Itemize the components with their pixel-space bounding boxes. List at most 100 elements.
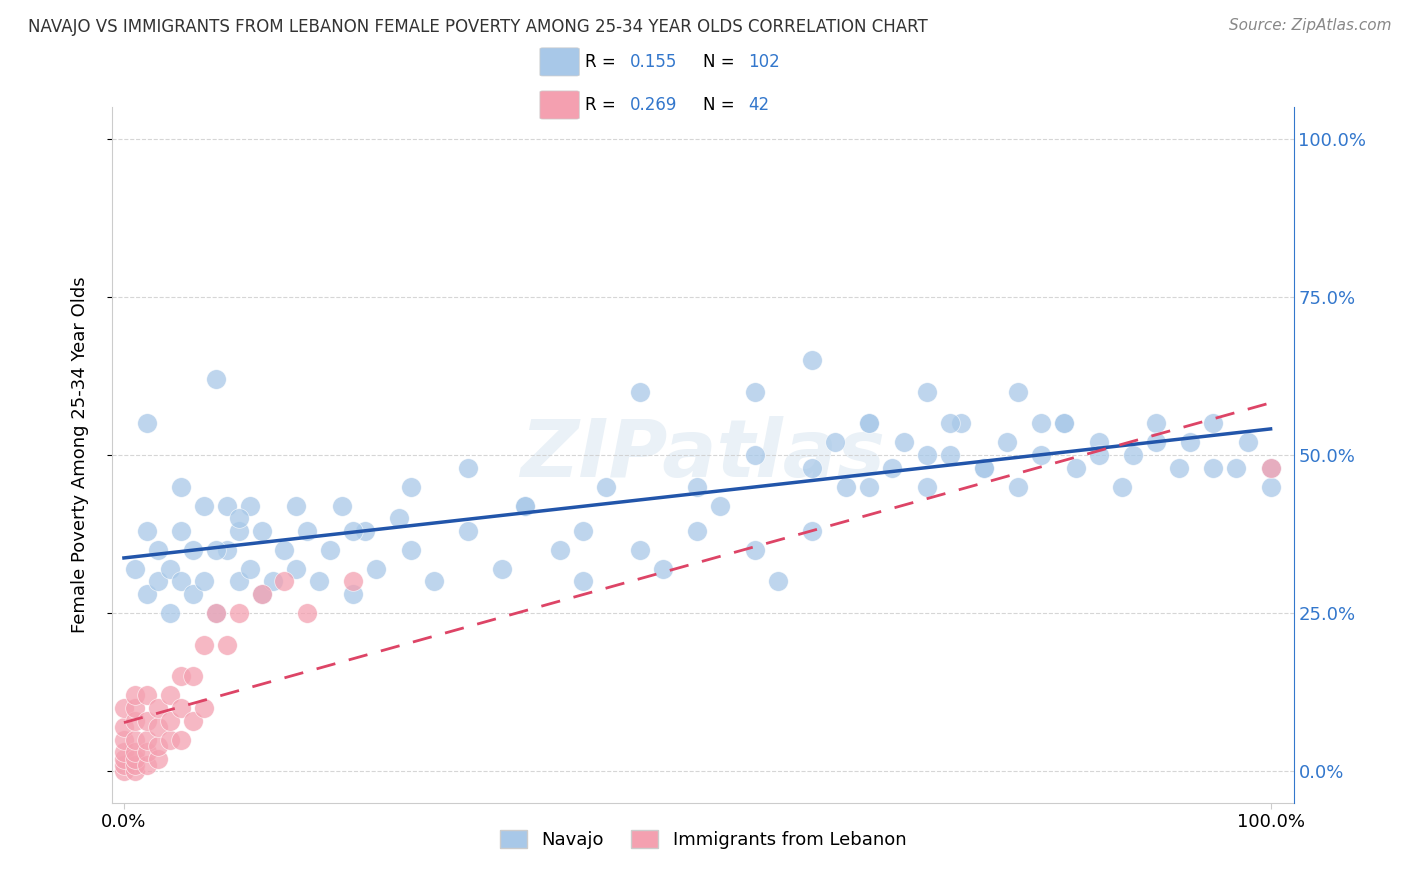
Text: NAVAJO VS IMMIGRANTS FROM LEBANON FEMALE POVERTY AMONG 25-34 YEAR OLDS CORRELATI: NAVAJO VS IMMIGRANTS FROM LEBANON FEMALE… bbox=[28, 18, 928, 36]
Point bbox=[297, 524, 319, 538]
Point bbox=[135, 732, 157, 747]
Point bbox=[709, 499, 731, 513]
Point bbox=[949, 417, 972, 431]
Point bbox=[1144, 417, 1167, 431]
Point bbox=[308, 574, 330, 589]
Text: ZIPatlas: ZIPatlas bbox=[520, 416, 886, 494]
Point bbox=[124, 714, 146, 728]
Point bbox=[135, 745, 157, 759]
Point bbox=[342, 587, 364, 601]
Point bbox=[250, 524, 273, 538]
Point bbox=[148, 751, 170, 765]
Point bbox=[651, 562, 673, 576]
Point bbox=[491, 562, 513, 576]
Point bbox=[112, 757, 135, 772]
Point bbox=[1007, 384, 1029, 399]
Point bbox=[1031, 448, 1053, 462]
Point bbox=[204, 542, 226, 557]
Point bbox=[112, 701, 135, 715]
Point bbox=[217, 542, 239, 557]
Point bbox=[1225, 460, 1247, 475]
Point bbox=[148, 701, 170, 715]
Text: N =: N = bbox=[703, 96, 740, 114]
Point bbox=[571, 574, 593, 589]
Point bbox=[686, 479, 709, 493]
Point bbox=[170, 732, 193, 747]
Point bbox=[1202, 417, 1225, 431]
Point bbox=[250, 587, 273, 601]
Point bbox=[228, 606, 250, 620]
Point bbox=[628, 542, 651, 557]
Point bbox=[159, 562, 181, 576]
Point bbox=[766, 574, 789, 589]
Point bbox=[239, 499, 262, 513]
Point bbox=[193, 701, 215, 715]
Point bbox=[228, 511, 250, 525]
Point bbox=[124, 688, 146, 702]
Point bbox=[170, 669, 193, 683]
Point bbox=[148, 739, 170, 753]
Point bbox=[148, 542, 170, 557]
Point bbox=[858, 417, 880, 431]
Point bbox=[159, 732, 181, 747]
Point bbox=[744, 448, 766, 462]
Point bbox=[915, 384, 938, 399]
Point bbox=[835, 479, 858, 493]
Point bbox=[284, 499, 307, 513]
Point bbox=[366, 562, 388, 576]
Point bbox=[135, 757, 157, 772]
Point bbox=[228, 574, 250, 589]
Point bbox=[1087, 448, 1109, 462]
Point bbox=[1007, 479, 1029, 493]
Point bbox=[1180, 435, 1202, 450]
Point bbox=[938, 417, 960, 431]
Point bbox=[319, 542, 342, 557]
Point bbox=[228, 524, 250, 538]
Point bbox=[262, 574, 284, 589]
Point bbox=[239, 562, 262, 576]
Point bbox=[124, 562, 146, 576]
Point bbox=[1064, 460, 1087, 475]
Point bbox=[1236, 435, 1258, 450]
Point bbox=[571, 524, 593, 538]
Legend: Navajo, Immigrants from Lebanon: Navajo, Immigrants from Lebanon bbox=[492, 822, 914, 856]
Point bbox=[399, 479, 422, 493]
Point bbox=[595, 479, 617, 493]
Point bbox=[938, 448, 960, 462]
Point bbox=[399, 542, 422, 557]
FancyBboxPatch shape bbox=[540, 91, 579, 119]
Point bbox=[181, 714, 204, 728]
Text: N =: N = bbox=[703, 53, 740, 70]
Point bbox=[800, 524, 823, 538]
Point bbox=[1122, 448, 1144, 462]
Point bbox=[193, 638, 215, 652]
Point bbox=[170, 479, 193, 493]
Point bbox=[181, 542, 204, 557]
Text: 102: 102 bbox=[748, 53, 780, 70]
Point bbox=[995, 435, 1018, 450]
Point bbox=[148, 720, 170, 734]
Point bbox=[181, 587, 204, 601]
Point bbox=[1144, 435, 1167, 450]
Point bbox=[112, 732, 135, 747]
Point bbox=[388, 511, 411, 525]
Point bbox=[353, 524, 375, 538]
Point bbox=[1202, 460, 1225, 475]
Point bbox=[135, 714, 157, 728]
Point bbox=[1260, 460, 1282, 475]
Point bbox=[744, 384, 766, 399]
Point bbox=[330, 499, 353, 513]
Point bbox=[1053, 417, 1076, 431]
Point bbox=[342, 574, 364, 589]
Point bbox=[1260, 460, 1282, 475]
Point bbox=[170, 701, 193, 715]
Point bbox=[686, 524, 709, 538]
Point bbox=[204, 372, 226, 386]
Point bbox=[858, 417, 880, 431]
Text: R =: R = bbox=[585, 96, 621, 114]
Point bbox=[858, 479, 880, 493]
Point bbox=[1167, 460, 1189, 475]
Point bbox=[422, 574, 444, 589]
Point bbox=[112, 764, 135, 779]
Point bbox=[457, 524, 479, 538]
